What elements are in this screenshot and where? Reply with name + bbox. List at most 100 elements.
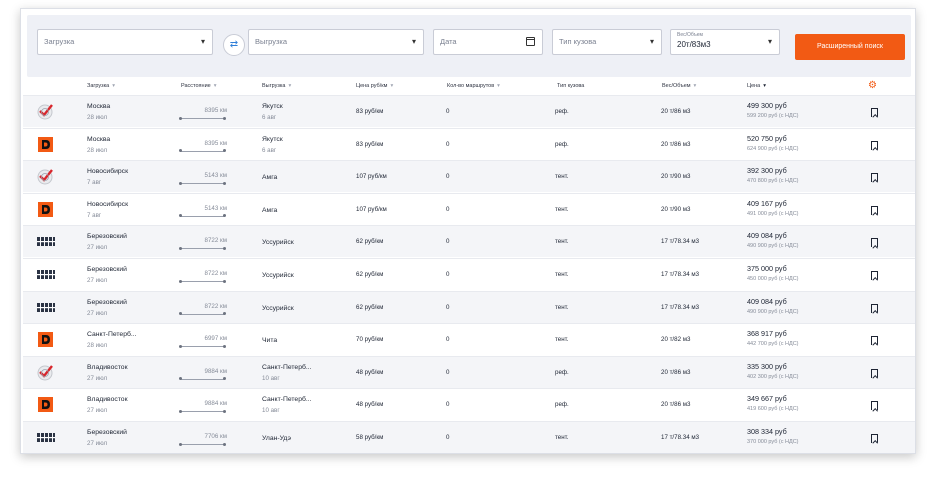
bookmark-icon[interactable] [871,173,878,183]
bookmark-icon[interactable] [871,401,878,411]
table-row[interactable]: Березовский 27 июл 8722 км Уссурийск 62 руб/… [23,290,915,323]
price: 409 084 руб [747,231,787,241]
route-line [179,442,226,446]
advanced-search-button[interactable]: Расширенный поиск [795,34,905,60]
routes-count: 0 [446,108,450,115]
weight-volume: 20 т/86 м3 [661,401,691,409]
unloading-city: Санкт-Петерб... [262,396,312,404]
d-logo-icon [36,331,54,348]
chevron-down-icon: ▾ [411,37,416,46]
col-weight-volume[interactable]: Вес/Объем ▾ [662,83,696,89]
bookmark-icon[interactable] [871,108,878,117]
distance-value: 6997 км [204,335,227,343]
body-type-select[interactable]: Тип кузова ▾ [552,29,662,55]
unloading-city: Якутск [262,103,283,110]
sort-icon: ▾ [497,83,500,89]
bookmark-icon[interactable] [871,271,878,280]
swap-arrows-icon[interactable]: ⇄ [223,34,245,56]
unloading-city: Уссурийск [262,272,294,279]
distance-value: 5143 км [204,204,227,212]
loading-date: 7 авг [87,211,102,219]
bookmark-icon[interactable] [871,140,878,150]
loading-date: 27 июл [87,440,108,447]
body-type: реф. [555,401,569,409]
unloading-city: Уссурийск [262,239,294,247]
price-per-km: 107 руб/км [356,173,387,181]
price: 392 300 руб [747,166,787,176]
calendar-icon[interactable] [526,37,535,46]
loading-date: 27 июл [87,277,108,284]
table-row[interactable]: Березовский 27 июл 8722 км Уссурийск 62 руб/… [23,258,915,290]
sort-icon: ▾ [390,83,394,89]
body-type: тент. [555,205,569,213]
routes-count: 0 [446,271,450,278]
sort-icon: ▾ [112,83,116,89]
routes-count: 0 [446,140,450,148]
route-line [179,214,226,218]
route-line [179,181,226,185]
table-row[interactable]: Березовский 27 июл 7706 км Улан-Удэ 58 руб/к… [23,421,915,453]
loading-city: Березовский [87,233,127,241]
col-routes-count[interactable]: Кол-во маршрутов ▾ [447,83,500,89]
bookmark-icon[interactable] [871,205,878,215]
col-distance[interactable]: Расстояние ▾ [181,83,216,89]
loading-city: Москва [87,103,111,110]
bookmark-icon[interactable] [871,336,878,346]
price-with-vat: 624 900 руб (с НДС) [747,145,799,152]
body-type-placeholder: Тип кузова [559,37,597,46]
loading-date: 28 июл [87,146,108,154]
routes-count: 0 [446,173,450,181]
bookmark-icon[interactable] [871,238,878,248]
col-price[interactable]: Цена ▾ [747,83,766,89]
col-loading[interactable]: Загрузка ▾ [87,83,115,89]
distance-value: 8722 км [204,270,227,277]
distance-value: 8395 км [204,139,227,147]
table-row[interactable]: Новосибирск 7 авг 5143 км Амга 107 руб/км 0 те… [23,192,915,225]
body-type: реф. [555,368,569,376]
date-input[interactable]: Дата [433,29,543,55]
col-price-per-km[interactable]: Цена руб/км ▾ [356,83,393,89]
price-per-km: 62 руб/км [356,238,384,246]
table-row[interactable]: Санкт-Петерб... 28 июл 6997 км Чита 70 руб/к… [23,323,915,355]
sasmp-logo-icon [36,233,55,250]
routes-count: 0 [446,205,450,213]
check-mark-logo-icon [36,168,54,185]
weight-volume-select[interactable]: Вес/Объем 20т/83м3 ▾ [670,29,780,55]
sort-icon: ▾ [213,83,217,89]
route-line [179,344,226,348]
unloading-city: Санкт-Петерб... [262,363,312,371]
price: 349 667 руб [747,394,787,404]
sasmp-logo-icon [36,266,55,283]
distance-value: 9884 км [204,367,227,375]
table-row[interactable]: Новосибирск 7 авг 5143 км Амга 107 руб/км 0 те… [23,160,915,193]
loading-date: 28 июл [87,114,108,121]
bookmark-icon[interactable] [871,303,878,313]
table-row[interactable]: Владивосток 27 июл 9884 км Санкт-Петерб... 1… [23,388,915,420]
table-row[interactable]: Березовский 27 июл 8722 км Уссурийск 62 руб/… [23,225,915,258]
table-row[interactable]: Владивосток 27 июл 9884 км Санкт-Петерб... 1… [23,355,915,388]
table-row[interactable]: Москва 28 июл 8395 км Якутск 6 авг 83 руб/км 0… [23,127,915,160]
bookmark-icon[interactable] [871,434,878,443]
gear-icon[interactable]: ⚙ [868,80,877,91]
table-row[interactable]: Москва 28 июл 8395 км Якутск 6 авг 83 руб/км 0… [23,95,915,127]
unloading-select[interactable]: Выгрузка ▾ [248,29,424,55]
price: 409 084 руб [747,296,787,306]
price-with-vat: 470 800 руб (с НДС) [747,178,799,185]
unloading-city: Амга [262,174,278,182]
loading-date: 27 июл [87,407,108,415]
bookmark-icon[interactable] [871,368,878,378]
distance-value: 8722 км [204,237,227,245]
loading-select[interactable]: Загрузка ▾ [37,29,213,55]
sort-icon: ▾ [693,83,697,89]
price-with-vat: 490 900 руб (с НДС) [747,308,799,315]
col-unloading[interactable]: Выгрузка ▾ [262,83,291,89]
weight-volume: 17 т/78.34 м3 [661,434,700,441]
loading-city: Новосибирск [87,200,129,208]
col-loading-label: Загрузка [87,83,110,89]
price: 520 750 руб [747,133,787,143]
sort-icon: ▾ [288,83,292,89]
price-per-km: 83 руб/км [356,140,384,148]
loading-city: Березовский [87,298,127,306]
search-filters-bar: Загрузка ▾ ⇄ Выгрузка ▾ Дата Тип кузова … [27,15,911,77]
price-per-km: 62 руб/км [356,303,384,311]
